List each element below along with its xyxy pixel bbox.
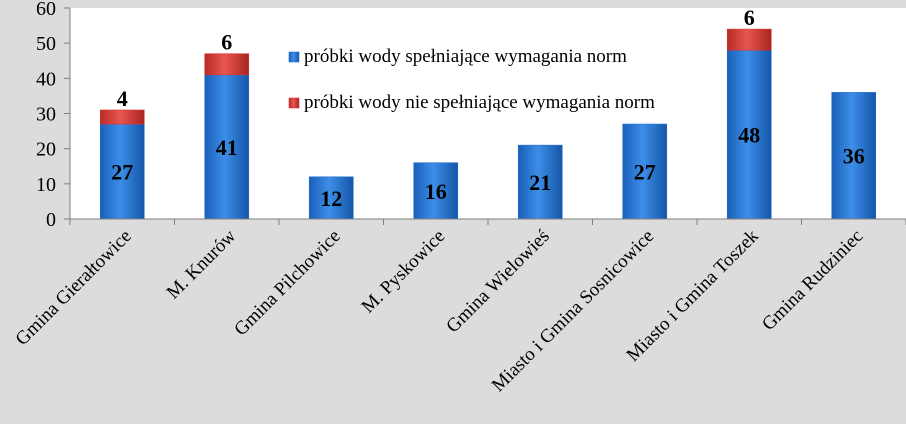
bar-segment-compliant: [622, 123, 668, 220]
bar-segment-noncompliant: [726, 28, 772, 51]
data-label-compliant: 41: [216, 135, 238, 160]
data-label-compliant: 16: [425, 179, 447, 204]
bar-segment-noncompliant: [99, 109, 145, 125]
y-tick-label: 10: [36, 174, 56, 196]
y-tick-label: 60: [36, 0, 56, 20]
legend-swatch: [288, 97, 300, 109]
data-label-compliant: 27: [634, 160, 656, 185]
y-tick-label: 30: [36, 104, 56, 126]
bar-segment-compliant: [308, 176, 354, 220]
legend-label: próbki wody nie spełniające wymagania no…: [304, 92, 655, 113]
bar-segment-noncompliant: [204, 53, 250, 76]
bar-segment-compliant: [726, 49, 772, 220]
legend-label: próbki wody spełniające wymagania norm: [304, 46, 627, 67]
bar-segment-compliant: [831, 92, 877, 220]
bar-segment-compliant: [413, 162, 459, 220]
y-tick-label: 0: [46, 209, 56, 231]
data-label-compliant: 27: [111, 160, 133, 185]
legend-swatch: [288, 51, 300, 63]
bar-segment-compliant: [99, 123, 145, 220]
data-label-compliant: 48: [738, 123, 760, 148]
legend: próbki wody spełniające wymagania norm pr…: [288, 46, 655, 113]
data-label-noncompliant: 6: [221, 30, 232, 55]
x-category-label: M. Pyskowice: [358, 226, 450, 318]
x-category-label: Gmina Wielowieś: [442, 226, 553, 337]
x-category-label: Gmina Pilchowice: [230, 226, 344, 340]
bar-segment-compliant: [204, 74, 250, 220]
data-label-compliant: 12: [320, 186, 342, 211]
data-label-noncompliant: 4: [117, 86, 128, 111]
x-category-label: Gmina Gierałtowice: [12, 226, 136, 350]
data-labels: 27 4 41 6 12 16 21 27 48 6 36: [111, 5, 865, 211]
bar-segment-compliant: [517, 144, 563, 220]
data-label-noncompliant: 6: [744, 5, 755, 30]
y-tick-label: 20: [36, 139, 56, 161]
bars: [99, 28, 877, 220]
x-category-label: Gmina Rudziniec: [758, 226, 867, 335]
y-tick-label: 40: [36, 68, 56, 90]
data-label-compliant: 21: [529, 170, 551, 195]
y-tick-label: 50: [36, 33, 56, 55]
y-axis: 0 10 20 30 40 50 60: [36, 0, 71, 231]
x-category-label: M. Knurów: [163, 225, 241, 303]
plot-area: [70, 8, 906, 219]
data-label-compliant: 36: [843, 144, 865, 169]
